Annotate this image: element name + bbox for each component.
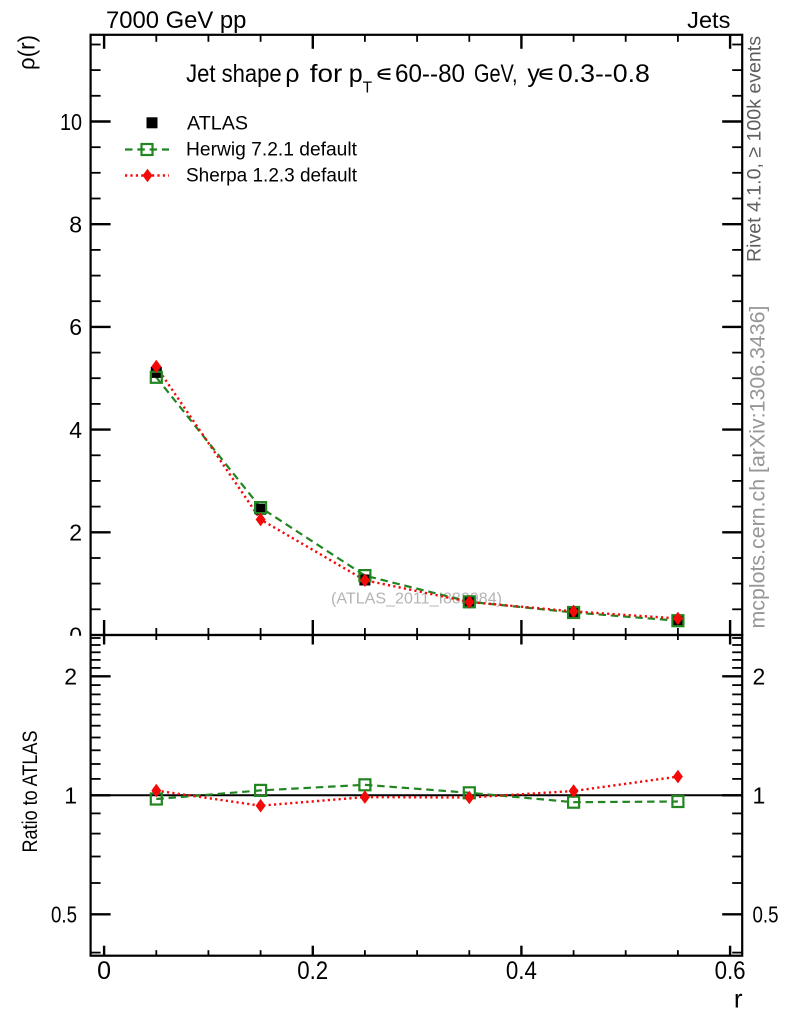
svg-text:Ratio to ATLAS: Ratio to ATLAS xyxy=(18,731,42,853)
svg-text:2: 2 xyxy=(64,664,77,690)
svg-text:0.5: 0.5 xyxy=(51,902,77,928)
svg-text:2: 2 xyxy=(69,520,82,546)
svg-text:Jets: Jets xyxy=(687,7,730,33)
svg-text:0: 0 xyxy=(97,957,111,985)
svg-text:1: 1 xyxy=(753,783,766,809)
svg-text:y: y xyxy=(527,60,540,88)
svg-text:mcplots.cern.ch [arXiv:1306.34: mcplots.cern.ch [arXiv:1306.3436] xyxy=(747,305,770,628)
svg-text:8: 8 xyxy=(69,212,82,238)
svg-text:4: 4 xyxy=(69,417,82,443)
svg-text:ATLAS: ATLAS xyxy=(187,113,248,134)
svg-text:1: 1 xyxy=(64,783,77,809)
svg-text:T: T xyxy=(363,79,373,96)
svg-text:0: 0 xyxy=(69,622,82,648)
svg-text:Rivet 4.1.0, ≥ 100k events: Rivet 4.1.0, ≥ 100k events xyxy=(744,36,766,262)
svg-text:0.2: 0.2 xyxy=(297,957,328,985)
svg-text:r: r xyxy=(734,984,743,1014)
svg-text:Jet shape: Jet shape xyxy=(186,60,282,88)
svg-text:GeV,: GeV, xyxy=(474,60,518,88)
svg-text:(ATLAS_2011_I882984): (ATLAS_2011_I882984) xyxy=(331,591,502,608)
svg-text:for: for xyxy=(310,60,343,88)
svg-text:0.5: 0.5 xyxy=(753,902,779,928)
svg-text:Sherpa 1.2.3 default: Sherpa 1.2.3 default xyxy=(186,166,358,187)
svg-text:ρ(r): ρ(r) xyxy=(14,35,40,70)
svg-text:7000 GeV pp: 7000 GeV pp xyxy=(106,7,246,34)
svg-text:6: 6 xyxy=(69,314,82,340)
svg-text:Herwig 7.2.1 default: Herwig 7.2.1 default xyxy=(186,140,358,161)
svg-text:0.6: 0.6 xyxy=(715,957,746,985)
svg-text:p: p xyxy=(349,60,363,88)
svg-text:ρ: ρ xyxy=(285,60,299,88)
svg-text:2: 2 xyxy=(753,664,766,690)
svg-text:0.4: 0.4 xyxy=(506,957,537,985)
svg-text:0.3--0.8: 0.3--0.8 xyxy=(558,60,650,88)
svg-text:10: 10 xyxy=(60,109,82,135)
svg-text:60--80: 60--80 xyxy=(395,60,465,88)
